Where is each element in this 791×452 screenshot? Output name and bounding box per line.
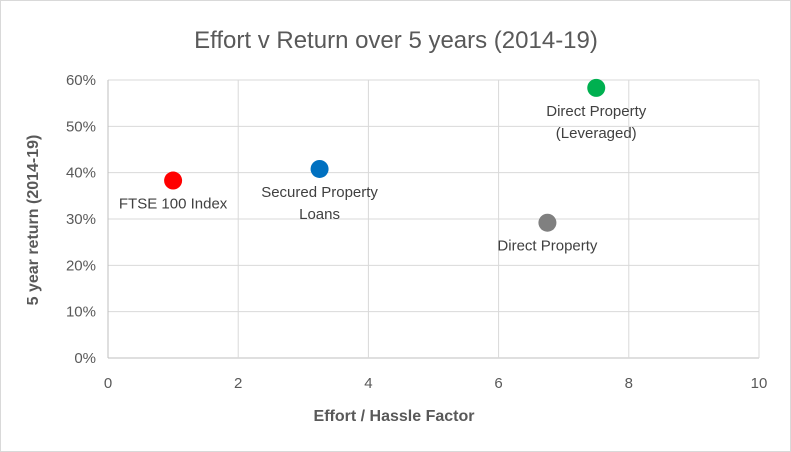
- data-label-line: Direct Property: [546, 103, 647, 120]
- data-point: [310, 159, 329, 178]
- x-tick-label: 4: [364, 375, 372, 392]
- x-tick-label: 10: [751, 375, 768, 392]
- data-point: [164, 171, 183, 190]
- y-tick-label: 50%: [66, 118, 96, 135]
- y-tick-label: 30%: [66, 211, 96, 228]
- y-tick-label: 40%: [66, 165, 96, 182]
- data-label-line: Loans: [299, 206, 340, 223]
- x-tick-label: 0: [104, 375, 112, 392]
- y-tick-label: 10%: [66, 304, 96, 321]
- data-point: [538, 213, 557, 232]
- data-point: [587, 78, 606, 97]
- x-tick-label: 6: [494, 375, 502, 392]
- data-label-line: (Leveraged): [556, 125, 637, 142]
- data-label-line: Direct Property: [497, 238, 598, 255]
- x-tick-label: 2: [234, 375, 242, 392]
- data-labels: FTSE 100 Index Secured Property Loans Direc…: [119, 103, 647, 255]
- tick-labels: 0% 10% 20% 30% 40% 50% 60% 0 2 4 6 8 10: [66, 72, 767, 392]
- y-tick-label: 0%: [74, 350, 96, 367]
- data-label-line: Secured Property: [261, 184, 378, 201]
- data-points: [164, 78, 606, 232]
- y-tick-label: 20%: [66, 257, 96, 274]
- x-tick-label: 8: [625, 375, 633, 392]
- chart-title: Effort v Return over 5 years (2014-19): [194, 27, 598, 54]
- data-label: Secured Property Loans: [261, 184, 378, 223]
- data-label: Direct Property (Leveraged): [546, 103, 647, 142]
- x-axis-title: Effort / Hassle Factor: [314, 408, 475, 425]
- data-label-line: FTSE 100 Index: [119, 196, 228, 213]
- gridlines: [107, 79, 760, 359]
- y-tick-label: 60%: [66, 72, 96, 89]
- y-axis-title: 5 year return (2014-19): [25, 135, 42, 306]
- data-label: Direct Property: [497, 238, 598, 255]
- data-label: FTSE 100 Index: [119, 196, 228, 213]
